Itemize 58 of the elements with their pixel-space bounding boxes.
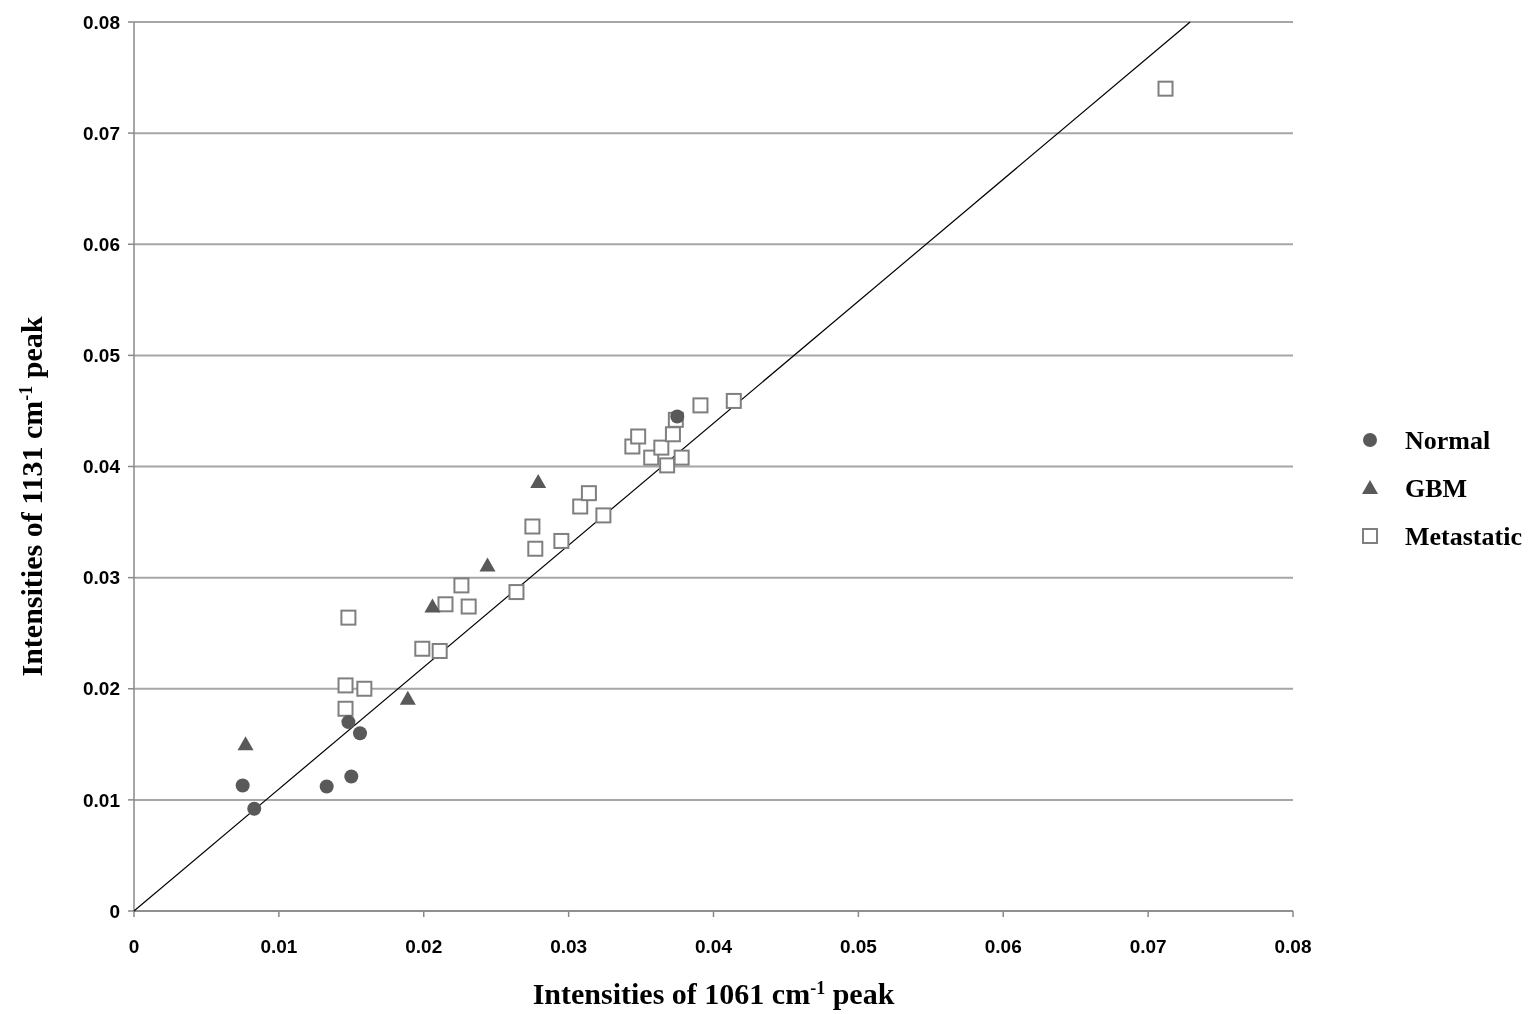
- point: [235, 778, 250, 793]
- point: [508, 584, 525, 601]
- x-axis-title: Intensities of 1061 cm$^{-1}$ peak: [532, 977, 895, 1010]
- y-tick-label: 0.02: [83, 678, 120, 700]
- point: [530, 474, 547, 489]
- point: [340, 609, 357, 626]
- point: [673, 449, 690, 466]
- x-tick-label: 0.07: [1129, 936, 1167, 957]
- point: [319, 779, 334, 794]
- legend-label: GBM: [1405, 474, 1468, 504]
- y-tick-label: 0.07: [83, 122, 120, 144]
- point: [479, 557, 496, 572]
- point: [553, 532, 570, 549]
- point: [356, 680, 373, 697]
- point: [670, 409, 685, 424]
- point: [725, 392, 742, 409]
- point: [453, 577, 470, 594]
- point: [337, 677, 354, 694]
- point: [424, 598, 441, 613]
- point: [341, 715, 356, 730]
- y-tick-label: 0.01: [83, 789, 121, 811]
- point: [692, 397, 709, 414]
- legend-label: Metastatic: [1405, 522, 1522, 552]
- point: [664, 426, 681, 443]
- point: [431, 642, 448, 659]
- y-tick-label: 0.05: [83, 345, 121, 367]
- point: [344, 769, 359, 784]
- point: [595, 507, 612, 524]
- point: [437, 596, 454, 613]
- point: [630, 428, 647, 445]
- y-tick-label: 0.03: [83, 567, 120, 589]
- x-tick-label: 0.01: [260, 936, 298, 957]
- point: [337, 700, 354, 717]
- x-tick-label: 0.02: [405, 936, 443, 957]
- point: [659, 457, 676, 474]
- point: [572, 498, 589, 515]
- y-tick-label: 0.04: [83, 456, 121, 478]
- point: [399, 690, 416, 705]
- legend-label: Normal: [1405, 426, 1491, 456]
- y-tick-label: 0.06: [83, 233, 120, 255]
- y-tick-label: 0.08: [83, 11, 120, 33]
- point: [524, 518, 541, 535]
- point: [653, 439, 670, 456]
- point: [353, 726, 368, 741]
- point: [247, 801, 262, 816]
- x-tick-label: 0.06: [984, 936, 1022, 957]
- x-tick-label: 0.05: [839, 936, 878, 957]
- point: [527, 540, 544, 557]
- y-tick-label: 0: [109, 900, 120, 922]
- x-tick-label: 0: [128, 936, 140, 957]
- point: [580, 485, 597, 502]
- point: [1157, 80, 1174, 97]
- point: [237, 736, 254, 751]
- x-tick-label: 0.03: [550, 936, 588, 957]
- x-tick-label: 0.04: [695, 936, 733, 957]
- x-tick-label: 0.08: [1274, 936, 1312, 957]
- point: [460, 598, 477, 615]
- point: [414, 640, 431, 657]
